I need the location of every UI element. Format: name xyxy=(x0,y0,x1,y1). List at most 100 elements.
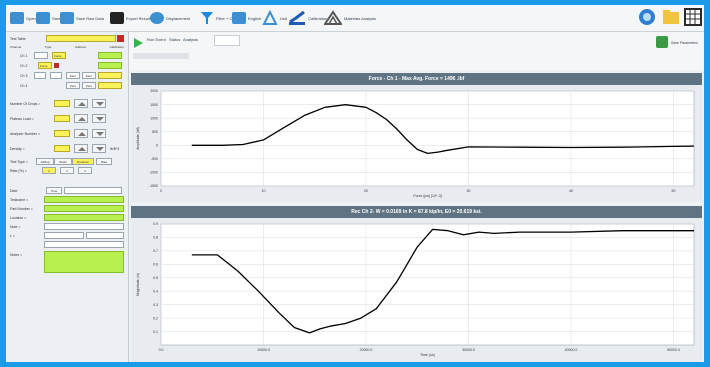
main-toolbar: Open Save Save Raw Data Export Results D… xyxy=(6,5,704,32)
zero-button[interactable]: Zero xyxy=(82,82,96,89)
plateau-load-input[interactable] xyxy=(54,115,70,122)
status-field[interactable] xyxy=(214,35,240,46)
y-tick-label: 500 xyxy=(152,130,158,134)
x-axis-label: Time (us) xyxy=(420,353,435,357)
y-tick-label: 0.7 xyxy=(153,249,158,253)
extra-field[interactable] xyxy=(44,241,124,248)
channel-calibration-field[interactable] xyxy=(98,72,122,79)
close-icon[interactable] xyxy=(117,35,124,42)
folder-open-icon xyxy=(10,12,24,24)
zero-button[interactable]: Zero xyxy=(82,72,96,79)
increment-button[interactable] xyxy=(74,144,88,153)
x-tick-label: 30000.0 xyxy=(462,348,475,352)
english-button[interactable]: English xyxy=(232,9,261,27)
rec-chart-title: Rec Ch 2- W = 0.0169 in K = 87.8 kip/in,… xyxy=(131,206,702,218)
channel-type-field[interactable] xyxy=(34,52,48,59)
test-type-option[interactable]: Rate xyxy=(96,158,112,165)
save-icon xyxy=(36,12,50,24)
decrement-button[interactable] xyxy=(92,114,106,123)
notes-textarea[interactable] xyxy=(44,251,124,273)
channel-row[interactable]: Ch 4 xyxy=(20,84,28,88)
test-type-label: Test Type = xyxy=(10,160,28,164)
zero-button[interactable]: Zero xyxy=(66,82,80,89)
x-tick-label: 0 xyxy=(160,189,162,193)
channel-row[interactable]: Ch 3 xyxy=(20,74,28,78)
y-tick-label: 0.9 xyxy=(153,222,158,226)
test-type-option[interactable]: Static xyxy=(54,158,72,165)
density-input[interactable] xyxy=(54,145,70,152)
test-select-dropdown[interactable] xyxy=(46,35,116,42)
number-of-drops-input[interactable] xyxy=(54,100,70,107)
rate-option-selected[interactable]: 1 xyxy=(42,167,56,174)
channel-flag-icon xyxy=(54,63,59,68)
unit-button[interactable]: Unit xyxy=(262,9,287,27)
channel-calibration-field[interactable] xyxy=(98,82,122,89)
open-button[interactable]: Open xyxy=(10,9,36,27)
save-raw-data-button[interactable]: Save Raw Data xyxy=(60,9,104,27)
channel-force-field[interactable]: Force xyxy=(52,52,66,59)
y-tick-label: 1000 xyxy=(150,116,158,120)
increment-button[interactable] xyxy=(74,99,88,108)
l-label: L = xyxy=(10,234,15,238)
plot-area xyxy=(160,90,695,187)
rec-chart-panel: 0.0 10000.0 20000.0 30000.0 40000.0 50000.0 0.… xyxy=(131,218,702,362)
grid-table-icon[interactable] xyxy=(684,8,702,26)
export-results-button[interactable]: Export Results xyxy=(110,9,152,27)
note-field[interactable] xyxy=(44,223,124,230)
calibration-button[interactable]: Calibration xyxy=(288,9,327,27)
status-label: Status xyxy=(169,37,181,42)
displacement-button[interactable]: Displacement xyxy=(150,9,190,27)
analyzer-number-input[interactable] xyxy=(54,130,70,137)
part-number-field[interactable] xyxy=(44,205,124,212)
channel-row[interactable]: Ch 1 xyxy=(20,54,28,58)
rate-option[interactable]: 3 xyxy=(78,167,92,174)
filter-button[interactable]: Filter + CA xyxy=(200,9,235,27)
location-field[interactable] xyxy=(44,214,124,221)
run-play-icon[interactable] xyxy=(133,35,143,48)
run-event-label[interactable]: Run Event xyxy=(147,37,166,42)
channel-force-field[interactable]: Force xyxy=(38,62,52,69)
channel-row[interactable]: Ch 2 xyxy=(20,64,28,68)
date-label: Date xyxy=(10,189,18,193)
channel-address-field[interactable] xyxy=(50,72,62,79)
decrement-button[interactable] xyxy=(92,144,106,153)
time-button[interactable]: Time xyxy=(46,187,62,194)
filter-icon xyxy=(201,12,213,24)
l-field[interactable] xyxy=(44,232,84,239)
y-tick-label: 1500 xyxy=(150,103,158,107)
x-tick-label: 10 xyxy=(262,189,266,193)
help-globe-icon[interactable] xyxy=(638,8,656,26)
save-parameters-icon[interactable] xyxy=(656,36,668,48)
save-parameters-label[interactable]: Save Parameters xyxy=(671,41,699,45)
note-label: Note = xyxy=(10,225,21,229)
x-tick-label: 40000.0 xyxy=(565,348,578,352)
x-tick-label: 50 xyxy=(672,189,676,193)
date-time-field[interactable] xyxy=(64,187,122,194)
plot-area xyxy=(160,223,695,346)
channel-calibration-field[interactable] xyxy=(98,62,122,69)
increment-button[interactable] xyxy=(74,114,88,123)
channel-type-field[interactable] xyxy=(34,72,46,79)
rec-chart: 0.0 10000.0 20000.0 30000.0 40000.0 50000.0 0.… xyxy=(136,222,695,357)
x-tick-label: 10000.0 xyxy=(257,348,270,352)
chart-nav-controls[interactable] xyxy=(133,53,189,59)
x-axis-label: Force (psi) [10^-3] xyxy=(413,194,441,198)
folder-icon[interactable] xyxy=(662,8,680,26)
channel-header: Channel Type Address Calibration xyxy=(10,45,124,49)
y-tick-label: 0.5 xyxy=(153,276,158,280)
test-type-option[interactable]: Falling xyxy=(36,158,54,165)
zero-button[interactable]: Zero xyxy=(66,72,80,79)
testname-field[interactable] xyxy=(44,196,124,203)
decrement-button[interactable] xyxy=(92,99,106,108)
decrement-button[interactable] xyxy=(92,129,106,138)
force-chart: 0 10 20 30 40 50 -1500 -1000 -500 0 500 1000 1500 200… xyxy=(136,89,695,198)
units-icon xyxy=(232,12,246,24)
rate-option[interactable]: 2 xyxy=(60,167,74,174)
materials-analysis-button[interactable]: Materials Analysis xyxy=(324,9,376,27)
save-button[interactable]: Save xyxy=(36,9,61,27)
y-tick-label: 0.3 xyxy=(153,303,158,307)
channel-calibration-field[interactable] xyxy=(98,52,122,59)
increment-button[interactable] xyxy=(74,129,88,138)
test-type-option-selected[interactable]: Dynamic xyxy=(72,158,94,165)
l-field-2[interactable] xyxy=(86,232,124,239)
